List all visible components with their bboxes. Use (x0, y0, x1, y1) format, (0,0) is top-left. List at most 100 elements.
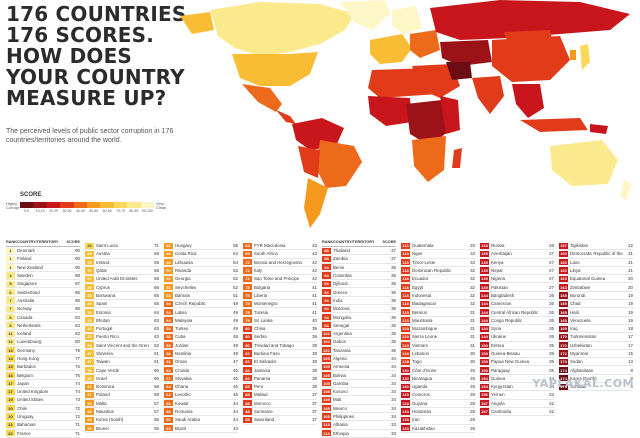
country-score: 34 (391, 414, 396, 420)
country-name: Tunisia (254, 309, 268, 315)
country-score: 87 (75, 281, 80, 287)
table-row: 156 Yemen 23 (480, 391, 554, 400)
country-score: 26 (549, 334, 554, 340)
score-legend: SCORE Highly Corrupt Very Clean 0-9 10-1… (6, 190, 166, 220)
table-row: 7 Australia 85 (6, 297, 80, 306)
country-name: Lithuania (175, 259, 193, 265)
country-score: 33 (470, 259, 475, 265)
country-score: 27 (549, 276, 554, 282)
table-row: 1 Denmark 90 (6, 247, 80, 256)
country-name: Malta (96, 400, 107, 406)
rank-badge: 61 (164, 358, 173, 365)
table-row: 133 Comoros 28 (401, 391, 475, 400)
country-name: Israel (96, 375, 107, 381)
rank-badge: 33 (85, 333, 94, 340)
country-score: 71 (75, 422, 80, 428)
country-name: Côte d'Ivoire (412, 367, 437, 373)
legend-range: 60-69 (102, 209, 112, 213)
country-score: 48 (233, 351, 238, 356)
rank-badge: 105 (322, 363, 331, 370)
map-region-india (472, 76, 504, 114)
table-row: 27 Qatar 68 (85, 267, 159, 276)
table-row: 118 Egypt 32 (401, 283, 475, 292)
country-score: 36 (391, 289, 396, 295)
table-row: 165 Venezuela 19 (559, 317, 633, 325)
country-score: 49 (233, 317, 238, 323)
table-row: 5 Singapore 87 (6, 280, 80, 289)
table-row: 9 Netherlands 84 (6, 322, 80, 330)
table-row: 54 Turkey 49 (164, 325, 238, 334)
rank-badge: 66 (164, 400, 173, 407)
country-name: Mali (333, 397, 342, 403)
rank-badge: 7 (6, 305, 15, 312)
country-name: Barbados (17, 364, 36, 370)
country-name: Canada (17, 314, 33, 320)
legend-range: 50-59 (89, 209, 99, 213)
rank-badge: 83 (243, 350, 252, 357)
rank-badge: 160 (559, 250, 568, 258)
country-score: 34 (391, 380, 396, 386)
country-name: Russia (491, 243, 505, 249)
table-row: 123 Mauritania 31 (401, 317, 475, 325)
table-row: 163 Equatorial Guinea 20 (559, 275, 633, 284)
rank-badge: 54 (164, 300, 173, 307)
country-name: Turkmenistan (570, 334, 597, 340)
country-name: Zimbabwe (570, 284, 591, 290)
map-region-japan (580, 44, 590, 70)
country-name: Hong Kong (17, 356, 39, 361)
country-score: 55 (154, 425, 159, 431)
country-name: United Kingdom (17, 389, 49, 395)
rank-badge: 160 (559, 267, 568, 274)
country-name: Dominica (96, 384, 115, 390)
country-score: 36 (391, 306, 396, 312)
rank-badge: 41 (85, 391, 94, 399)
country-score: 13 (628, 359, 633, 365)
country-score: 15 (628, 351, 633, 356)
country-score: 31 (470, 326, 475, 332)
country-name: Qatar (96, 268, 107, 274)
country-name: Kazakhstan (412, 425, 435, 431)
rank-badge: 94 (322, 272, 331, 279)
rank-badge: 150 (480, 358, 489, 365)
legend-title: SCORE (20, 192, 42, 198)
table-row: 150 Paraguay 25 (480, 366, 554, 375)
rank-badge: 102 (322, 330, 331, 337)
country-score: 21 (628, 259, 633, 265)
country-name: Bolivia (333, 372, 346, 378)
table-row: 41 Dominica 58 (85, 383, 159, 392)
country-name: Luxembourg (17, 339, 42, 345)
country-name: Eritrea (491, 342, 504, 348)
map-region-usa (232, 52, 318, 86)
table-column: 157 Tajikistan 22 160 Democratic Republic of… (559, 238, 633, 392)
country-name: Czech Republic (175, 301, 206, 307)
rank-badge: 130 (401, 367, 410, 374)
rank-badge: 69 (164, 425, 173, 432)
country-name: United States (17, 397, 44, 403)
rank-badge: 139 (480, 267, 489, 274)
table-row: 50 Rwanda 53 (164, 267, 238, 276)
country-score: 44 (233, 409, 238, 415)
rank-badge: 79 (243, 317, 252, 324)
country-name: Bahamas (17, 422, 36, 428)
table-row: 102 Argentina 35 (322, 330, 396, 339)
table-row: 139 Pakistan 27 (480, 283, 554, 292)
country-name: Spain (96, 301, 108, 307)
table-row: 54 Czech Republic 49 (164, 300, 238, 309)
rank-badge: 144 (480, 300, 489, 307)
country-name: Finland (17, 256, 32, 262)
country-name: Niger (412, 251, 423, 257)
rank-badge: 105 (322, 380, 331, 387)
map-region-afghanistan-iraq (446, 62, 472, 80)
country-name: Pakistan (491, 284, 508, 290)
rank-badge: 20 (6, 405, 15, 412)
country-score: 22 (628, 243, 633, 249)
legend-swatch (73, 202, 88, 208)
country-score: 36 (391, 322, 396, 328)
table-row: 30 Spain 65 (85, 300, 159, 309)
country-score: 45 (233, 384, 238, 390)
country-score: 68 (154, 276, 159, 282)
country-score: 42 (312, 276, 317, 282)
country-name: Norway (17, 306, 32, 312)
country-score: 48 (233, 334, 238, 340)
rank-badge: 139 (480, 284, 489, 291)
